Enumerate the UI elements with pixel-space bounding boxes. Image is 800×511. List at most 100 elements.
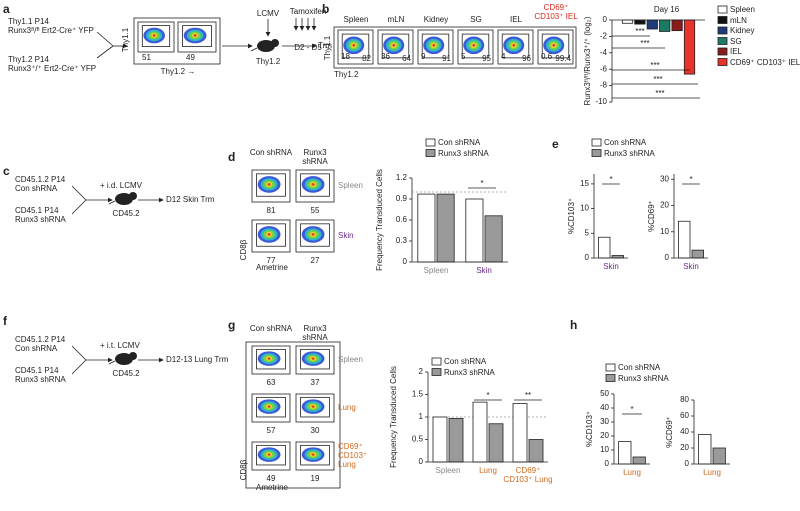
donor-label: CD45.1 P14 bbox=[15, 366, 59, 375]
y-tick-label: 20 bbox=[600, 431, 609, 440]
bar bbox=[671, 19, 683, 32]
legend-label: Runx3 shRNA bbox=[438, 148, 489, 158]
bar bbox=[698, 433, 712, 465]
panel-label: a bbox=[3, 2, 10, 16]
genotype-label: Runx3⁺/⁺ Ert2-Cre⁺ YFP bbox=[8, 64, 96, 73]
flow-gate bbox=[182, 25, 212, 48]
column-header: Con shRNA bbox=[249, 324, 293, 333]
gate-value: 55 bbox=[311, 206, 320, 215]
y-axis-label: Frequency Transduced Cells bbox=[375, 169, 384, 271]
outcome-label: D12 Skin Trm bbox=[166, 195, 215, 204]
significance: ** bbox=[525, 391, 531, 400]
genotype-label: Runx3ᶠˡ/ᶠˡ Ert2-Cre⁺ YFP bbox=[8, 26, 94, 35]
x-tick-label: Spleen bbox=[435, 466, 461, 475]
bar bbox=[621, 19, 634, 24]
panel-label: c bbox=[3, 164, 10, 178]
host-label: CD45.2 bbox=[112, 209, 140, 218]
gate-value: 95 bbox=[482, 54, 491, 63]
y-tick-label: -10 bbox=[595, 97, 607, 106]
significance: * bbox=[486, 391, 489, 400]
flow-gate bbox=[461, 33, 490, 59]
bar bbox=[484, 215, 503, 263]
flow-gate bbox=[421, 33, 450, 59]
gate-value: 19 bbox=[311, 474, 320, 483]
significance: * bbox=[609, 175, 612, 184]
gate-value: 4 bbox=[501, 52, 506, 61]
flow-gate bbox=[300, 444, 330, 466]
axis-label: Thy1.1 bbox=[323, 35, 332, 60]
axis-label: Thy1.1 bbox=[121, 27, 130, 52]
y-tick-label: 0.9 bbox=[396, 194, 408, 203]
gate-value: 77 bbox=[267, 256, 276, 265]
mouse-tail bbox=[108, 360, 116, 365]
bar bbox=[618, 441, 632, 465]
significance: * bbox=[630, 405, 633, 414]
donor-label: CD45.1.2 P14 bbox=[15, 175, 66, 184]
row-label: CD69⁺ CD103⁺ Lung bbox=[338, 442, 368, 469]
bar bbox=[659, 19, 671, 32]
infection-label: LCMV bbox=[257, 9, 280, 18]
y-tick-label: 20 bbox=[680, 443, 689, 452]
y-tick-label: 0.5 bbox=[412, 435, 424, 444]
y-tick-label: 0 bbox=[605, 459, 610, 468]
host-label: Thy1.2 bbox=[256, 57, 281, 66]
significance: * bbox=[689, 175, 692, 184]
y-tick-label: 0 bbox=[403, 257, 408, 266]
y-axis-label: %CD103⁺ bbox=[567, 198, 576, 234]
row-label: Spleen bbox=[338, 181, 363, 190]
junction bbox=[96, 45, 114, 59]
panel-label: b bbox=[322, 2, 329, 16]
row-label: Skin bbox=[338, 231, 354, 240]
flow-plot bbox=[337, 29, 374, 65]
y-tick-label: 1 bbox=[419, 412, 424, 421]
y-tick-label: 0 bbox=[419, 457, 424, 466]
flow-gate bbox=[256, 223, 286, 247]
panel-label: d bbox=[228, 150, 235, 164]
tissue-label: SG bbox=[470, 15, 482, 24]
donor-label: Thy1.2 P14 bbox=[8, 55, 49, 64]
flow-density bbox=[392, 43, 396, 47]
mouse-icon bbox=[115, 193, 133, 205]
panel-label: h bbox=[570, 318, 577, 332]
flow-density bbox=[311, 453, 315, 456]
axis-label: Thy1.2 bbox=[334, 70, 359, 79]
y-tick-label: 30 bbox=[660, 174, 669, 183]
bar bbox=[436, 193, 455, 263]
flow-density bbox=[152, 34, 156, 37]
x-tick-label: Lung bbox=[479, 466, 497, 475]
vector-label: Con shRNA bbox=[15, 184, 58, 193]
y-tick-label: 60 bbox=[680, 411, 689, 420]
legend-label: Runx3 shRNA bbox=[444, 367, 495, 377]
legend-label: SG bbox=[730, 36, 742, 46]
flow-density bbox=[432, 43, 436, 47]
flow-gate bbox=[300, 173, 330, 197]
donor-label: Thy1.1 P14 bbox=[8, 17, 49, 26]
gate-value: 63 bbox=[267, 378, 276, 387]
gate-value: 57 bbox=[267, 426, 276, 435]
gate-value: 81 bbox=[267, 206, 276, 215]
y-axis-label: Frequency Transduced Cells bbox=[389, 366, 398, 468]
y-tick-label: 30 bbox=[600, 417, 609, 426]
y-tick-label: 80 bbox=[680, 395, 689, 404]
flow-density bbox=[352, 43, 356, 47]
y-tick-label: 0 bbox=[665, 253, 670, 262]
panel-label: f bbox=[3, 314, 8, 328]
junction bbox=[71, 199, 87, 215]
y-axis-label: %CD103⁺ bbox=[585, 411, 594, 447]
mouse-icon bbox=[257, 40, 275, 52]
bar bbox=[678, 220, 691, 259]
gate-value: 99.4 bbox=[555, 54, 571, 63]
y-tick-label: -6 bbox=[600, 64, 608, 73]
y-axis-label: %CD69⁺ bbox=[647, 200, 656, 232]
tissue-label: Kidney bbox=[424, 15, 448, 24]
bar bbox=[448, 417, 464, 463]
legend-swatch bbox=[717, 26, 728, 35]
flow-density bbox=[193, 34, 197, 37]
flow-gate bbox=[256, 444, 286, 466]
bar bbox=[691, 249, 705, 259]
y-tick-label: 40 bbox=[680, 427, 689, 436]
flow-gate bbox=[300, 223, 330, 247]
row-label: Lung bbox=[338, 403, 356, 412]
flow-gate bbox=[300, 396, 330, 418]
legend-label: mLN bbox=[730, 15, 747, 25]
